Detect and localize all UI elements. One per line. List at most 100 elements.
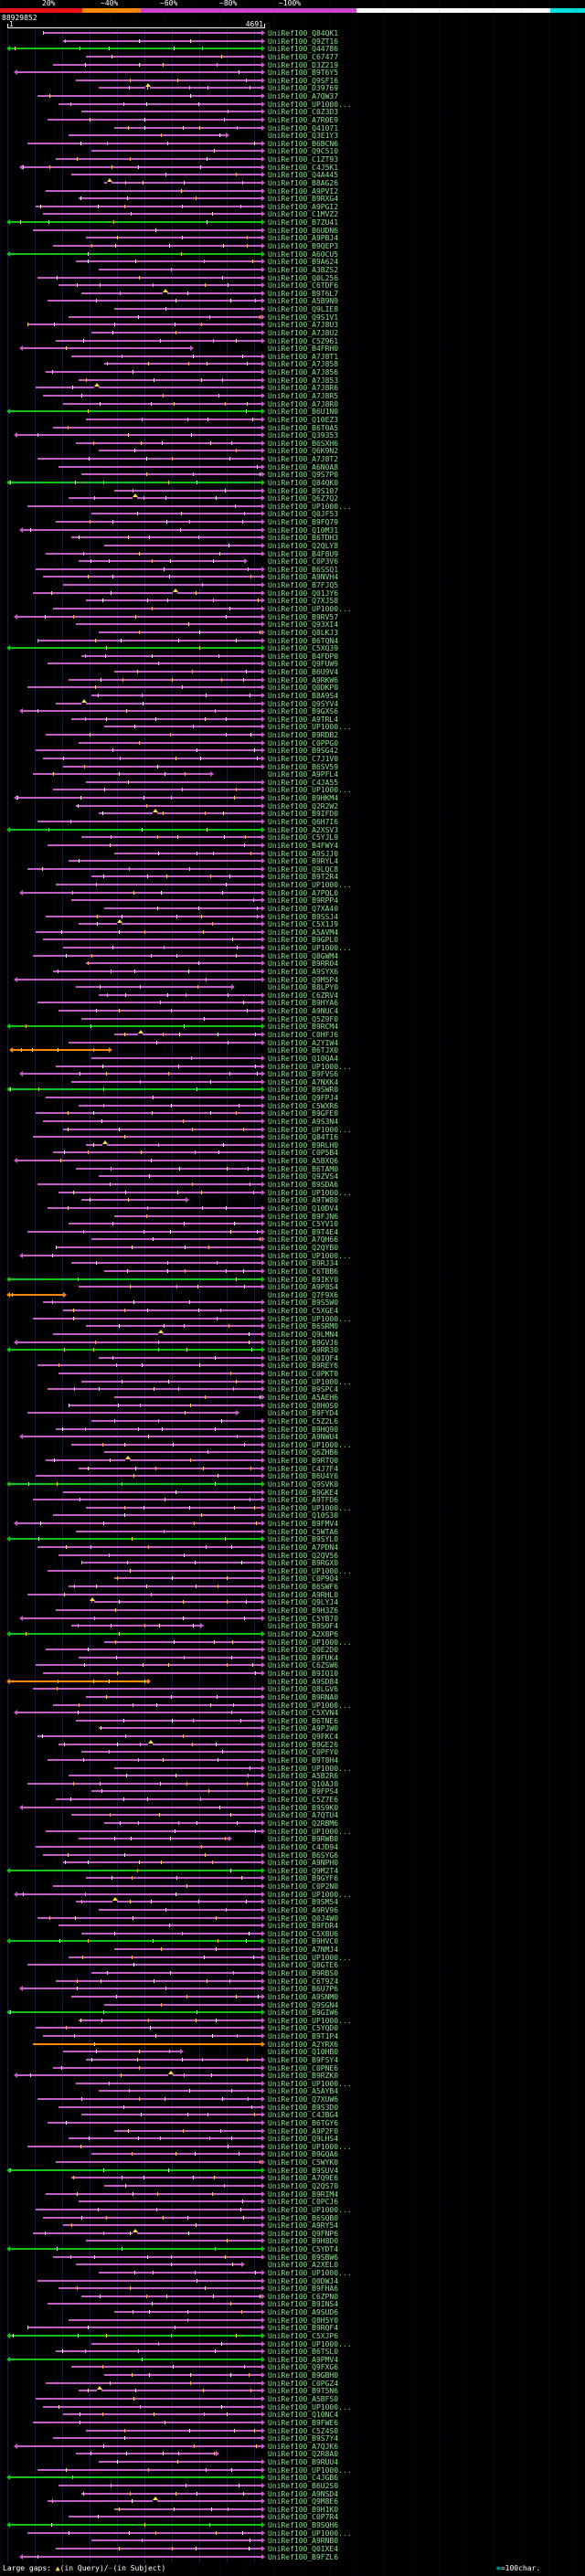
alignment-span[interactable]	[32, 1499, 261, 1501]
alignment-row[interactable]: UniRef100_A7NMJ4	[0, 1945, 585, 1954]
hit-accession-label[interactable]: UniRef100_C5WXR6	[268, 1101, 339, 1110]
alignment-row[interactable]: UniRef100_Q84QK1	[0, 29, 585, 37]
hit-accession-label[interactable]: UniRef100_C5YV10	[268, 1220, 339, 1229]
hit-accession-label[interactable]: UniRef100_B6U9V4	[268, 668, 339, 677]
hit-accession-label[interactable]: UniRef100_Q2R2W2	[268, 801, 339, 811]
alignment-span[interactable]	[48, 2121, 261, 2124]
hit-accession-label[interactable]: UniRef100_B9GIW6	[268, 2009, 339, 2018]
hit-accession-label[interactable]: UniRef100_B9SG42	[268, 747, 339, 756]
alignment-row[interactable]: UniRef100_B9SWR0	[0, 1086, 585, 1094]
alignment-span[interactable]	[99, 1908, 261, 1911]
alignment-row[interactable]: UniRef100_B9RJ34	[0, 1259, 585, 1267]
alignment-span[interactable]	[9, 1277, 261, 1280]
alignment-span[interactable]	[32, 2421, 261, 2423]
hit-accession-label[interactable]: UniRef100_A7PQL0	[268, 888, 339, 897]
alignment-span[interactable]	[76, 79, 261, 81]
hit-accession-label[interactable]: UniRef100_C4JA55	[268, 778, 339, 787]
alignment-span[interactable]	[90, 694, 261, 696]
hit-accession-label[interactable]: UniRef100_UP1000...	[268, 2205, 352, 2214]
alignment-row[interactable]: UniRef100_C6TDF6	[0, 281, 585, 290]
hit-accession-label[interactable]: UniRef100_B6TJX0	[268, 1046, 339, 1055]
alignment-span[interactable]	[9, 221, 261, 224]
alignment-span[interactable]	[90, 150, 261, 153]
hit-accession-label[interactable]: UniRef100_A7J853	[268, 376, 339, 385]
hit-accession-label[interactable]: UniRef100_Q2QS70	[268, 2181, 339, 2190]
alignment-span[interactable]	[58, 1924, 261, 1927]
alignment-row[interactable]: UniRef100_C6ZRV4	[0, 991, 585, 1000]
hit-accession-label[interactable]: UniRef100_A6OCU5	[268, 249, 339, 259]
hit-accession-label[interactable]: UniRef100_A7J8T2	[268, 455, 339, 464]
alignment-span[interactable]	[103, 1822, 261, 1824]
alignment-span[interactable]	[53, 2437, 261, 2440]
hit-accession-label[interactable]: UniRef100_Q44786	[268, 45, 339, 54]
hit-accession-label[interactable]: UniRef100_C5Z2L6	[268, 1416, 339, 1426]
hit-accession-label[interactable]: UniRef100_A5B2R6	[268, 1772, 339, 1781]
alignment-span[interactable]	[9, 1940, 261, 1943]
alignment-span[interactable]	[137, 2231, 261, 2234]
alignment-row[interactable]: UniRef100_B9RBS0	[0, 1969, 585, 1977]
alignment-row[interactable]: UniRef100_C4JA55	[0, 779, 585, 787]
alignment-row[interactable]: UniRef100_Q8H5Y0	[0, 2316, 585, 2325]
alignment-span[interactable]	[9, 2248, 261, 2251]
alignment-row[interactable]: UniRef100_Q0DWJ4	[0, 2277, 585, 2285]
hit-accession-label[interactable]: UniRef100_A6N0A8	[268, 462, 339, 472]
alignment-span[interactable]	[80, 1199, 186, 1202]
alignment-span[interactable]	[17, 797, 261, 800]
alignment-span[interactable]	[106, 1143, 261, 1146]
alignment-row[interactable]: UniRef100_Q9FKC4	[0, 1733, 585, 1741]
hit-accession-label[interactable]: UniRef100_Q4A445	[268, 171, 339, 180]
hit-accession-label[interactable]: UniRef100_A7J856	[268, 368, 339, 377]
alignment-row[interactable]: UniRef100_Q8LGV6	[0, 1685, 585, 1693]
alignment-span[interactable]	[35, 2208, 261, 2210]
alignment-span[interactable]	[80, 1932, 261, 1935]
hit-accession-label[interactable]: UniRef100_B6T0A5	[268, 423, 339, 432]
alignment-row[interactable]: UniRef100_B7FJQ5	[0, 581, 585, 589]
alignment-span[interactable]	[76, 623, 261, 626]
alignment-row[interactable]: UniRef100_UP1000...	[0, 1891, 585, 1899]
hit-accession-label[interactable]: UniRef100_Q10NC4	[268, 2411, 339, 2420]
alignment-row[interactable]: UniRef100_B9H3Z6	[0, 1606, 585, 1615]
alignment-span[interactable]	[86, 1325, 261, 1328]
alignment-span[interactable]	[78, 1104, 261, 1107]
alignment-row[interactable]: UniRef100_C67477	[0, 53, 585, 61]
alignment-span[interactable]	[53, 1514, 261, 1517]
hit-accession-label[interactable]: UniRef100_B7FJQ5	[268, 581, 339, 590]
hit-accession-label[interactable]: UniRef100_B9FSY4	[268, 2055, 339, 2064]
alignment-row[interactable]: UniRef100_Q9FXG6	[0, 2363, 585, 2371]
hit-accession-label[interactable]: UniRef100_B9FYD4	[268, 1409, 339, 1418]
hit-accession-label[interactable]: UniRef100_Q6K9N2	[268, 447, 339, 456]
alignment-row[interactable]: UniRef100_Q8H0S0	[0, 1402, 585, 1410]
alignment-span[interactable]	[70, 1443, 261, 1446]
hit-accession-label[interactable]: UniRef100_B9GFE0	[268, 1109, 339, 1118]
hit-accession-label[interactable]: UniRef100_A7QJK6	[268, 2442, 339, 2451]
hit-accession-label[interactable]: UniRef100_C6TBB6	[268, 1267, 339, 1276]
hit-accession-label[interactable]: UniRef100_B6U4Y6	[268, 1472, 339, 1481]
alignment-span[interactable]	[22, 2555, 261, 2558]
alignment-span[interactable]	[63, 1309, 261, 1312]
hit-accession-label[interactable]: UniRef100_Q10DV4	[268, 1203, 339, 1213]
alignment-row[interactable]: UniRef100_A9RV96	[0, 1906, 585, 1914]
alignment-span[interactable]	[48, 663, 261, 665]
alignment-row[interactable]: UniRef100_C0P3V6	[0, 557, 585, 566]
hit-accession-label[interactable]: UniRef100_A9PJW0	[268, 1724, 339, 1733]
alignment-row[interactable]: UniRef100_Q10HB0	[0, 2048, 585, 2056]
hit-accession-label[interactable]: UniRef100_A9RNB0	[268, 2537, 339, 2546]
alignment-span[interactable]	[137, 497, 261, 500]
alignment-row[interactable]: UniRef100_Q7XJ58	[0, 597, 585, 605]
alignment-row[interactable]: UniRef100_Q9FUW9	[0, 660, 585, 668]
hit-accession-label[interactable]: UniRef100_B9RLH0	[268, 1140, 339, 1150]
alignment-row[interactable]: UniRef100_C6ZPN0	[0, 2293, 585, 2301]
alignment-row[interactable]: UniRef100_B9FVS6	[0, 1070, 585, 1078]
alignment-span[interactable]	[103, 1451, 261, 1454]
alignment-span[interactable]	[37, 276, 261, 279]
alignment-span[interactable]	[45, 371, 261, 374]
alignment-row[interactable]: UniRef100_B6TDH3	[0, 534, 585, 542]
hit-accession-label[interactable]: UniRef100_B9SPC4	[268, 1385, 339, 1394]
alignment-row[interactable]: UniRef100_A2YIW4	[0, 1039, 585, 1047]
hit-accession-label[interactable]: UniRef100_A9RHL0	[268, 1590, 339, 1599]
hit-accession-label[interactable]: UniRef100_B9FHA6	[268, 2284, 339, 2294]
alignment-span[interactable]	[42, 576, 261, 578]
alignment-span[interactable]	[32, 228, 261, 231]
hit-accession-label[interactable]: UniRef100_C5YDT4	[268, 2245, 339, 2254]
alignment-span[interactable]	[101, 2390, 261, 2392]
